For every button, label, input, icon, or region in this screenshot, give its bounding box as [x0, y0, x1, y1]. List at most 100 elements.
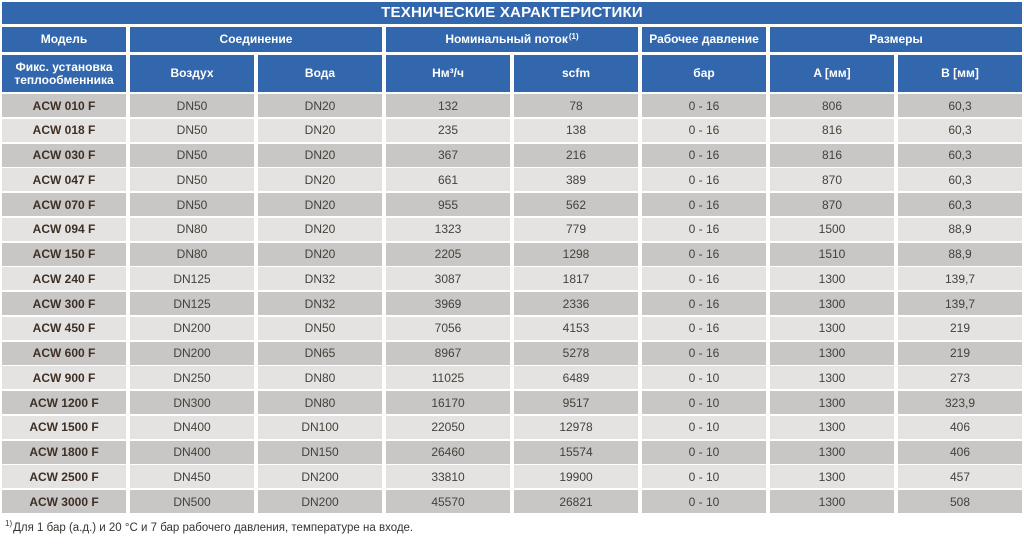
model-cell: ACW 240 F [2, 267, 126, 291]
value-cell: 0 - 10 [642, 465, 766, 489]
value-cell: 5278 [514, 341, 638, 365]
value-cell: DN50 [130, 168, 254, 192]
value-cell: 8967 [386, 341, 510, 365]
value-cell: 0 - 16 [642, 316, 766, 340]
value-cell: DN20 [258, 168, 382, 192]
value-cell: 60,3 [898, 94, 1022, 117]
value-cell: 60,3 [898, 118, 1022, 142]
header-group-cell: Модель [2, 27, 126, 52]
model-cell: ACW 1800 F [2, 440, 126, 464]
value-cell: 1300 [770, 341, 894, 365]
value-cell: DN80 [258, 366, 382, 390]
value-cell: 0 - 16 [642, 143, 766, 167]
value-cell: 3087 [386, 267, 510, 291]
value-cell: 22050 [386, 415, 510, 439]
value-cell: 0 - 16 [642, 292, 766, 315]
model-cell: ACW 150 F [2, 242, 126, 266]
header-group-cell: Номинальный поток (1) [386, 27, 638, 52]
value-cell: 6489 [514, 366, 638, 390]
value-cell: DN20 [258, 118, 382, 142]
value-cell: 9517 [514, 391, 638, 414]
value-cell: 26821 [514, 490, 638, 513]
value-cell: 19900 [514, 465, 638, 489]
value-cell: DN32 [258, 292, 382, 315]
value-cell: 219 [898, 341, 1022, 365]
value-cell: DN300 [130, 391, 254, 414]
value-cell: 1300 [770, 292, 894, 315]
table-row: ACW 900 F DN250 DN80 11025 6489 0 - 10 1300 273 [2, 366, 1022, 390]
value-cell: 88,9 [898, 242, 1022, 266]
value-cell: 45570 [386, 490, 510, 513]
value-cell: DN200 [130, 341, 254, 365]
value-cell: DN400 [130, 440, 254, 464]
value-cell: 60,3 [898, 193, 1022, 216]
value-cell: DN80 [130, 242, 254, 266]
model-cell: ACW 300 F [2, 292, 126, 315]
model-cell: ACW 600 F [2, 341, 126, 365]
value-cell: 3969 [386, 292, 510, 315]
header-group-cell: Рабочее давление [642, 27, 766, 52]
table-row: ACW 300 F DN125 DN32 3969 2336 0 - 16 1300 139,… [2, 292, 1022, 315]
value-cell: DN20 [258, 193, 382, 216]
value-cell: DN200 [258, 490, 382, 513]
value-cell: 389 [514, 168, 638, 192]
value-cell: 16170 [386, 391, 510, 414]
value-cell: DN125 [130, 292, 254, 315]
header-column-cell: Фикс. установка теплообменника [2, 55, 126, 92]
value-cell: DN65 [258, 341, 382, 365]
value-cell: 1300 [770, 415, 894, 439]
value-cell: 216 [514, 143, 638, 167]
value-cell: DN50 [130, 118, 254, 142]
table-row: ACW 030 F DN50 DN20 367 216 0 - 16 816 60,3 [2, 143, 1022, 167]
table-title: ТЕХНИЧЕСКИЕ ХАРАКТЕРИСТИКИ [2, 2, 1022, 24]
value-cell: 0 - 16 [642, 217, 766, 241]
value-cell: 1298 [514, 242, 638, 266]
value-cell: DN20 [258, 242, 382, 266]
value-cell: 0 - 16 [642, 168, 766, 192]
value-cell: 1510 [770, 242, 894, 266]
value-cell: 562 [514, 193, 638, 216]
value-cell: DN20 [258, 143, 382, 167]
value-cell: DN500 [130, 490, 254, 513]
model-cell: ACW 2500 F [2, 465, 126, 489]
value-cell: 367 [386, 143, 510, 167]
value-cell: DN100 [258, 415, 382, 439]
value-cell: 235 [386, 118, 510, 142]
value-cell: 138 [514, 118, 638, 142]
value-cell: 1300 [770, 490, 894, 513]
table-row: ACW 240 F DN125 DN32 3087 1817 0 - 16 1300 139,… [2, 267, 1022, 291]
header-column-cell: scfm [514, 55, 638, 92]
value-cell: 0 - 16 [642, 118, 766, 142]
value-cell: 88,9 [898, 217, 1022, 241]
model-cell: ACW 900 F [2, 366, 126, 390]
value-cell: DN150 [258, 440, 382, 464]
value-cell: 139,7 [898, 267, 1022, 291]
value-cell: 1323 [386, 217, 510, 241]
value-cell: 870 [770, 168, 894, 192]
value-cell: DN80 [130, 217, 254, 241]
value-cell: DN125 [130, 267, 254, 291]
model-cell: ACW 3000 F [2, 490, 126, 513]
value-cell: DN80 [258, 391, 382, 414]
table-row: ACW 094 F DN80 DN20 1323 779 0 - 16 1500 88,9 [2, 217, 1022, 241]
value-cell: 11025 [386, 366, 510, 390]
header-group-cell: Размеры [770, 27, 1022, 52]
value-cell: DN50 [258, 316, 382, 340]
value-cell: 0 - 16 [642, 94, 766, 117]
value-cell: 955 [386, 193, 510, 216]
table-row: ACW 1500 F DN400 DN100 22050 12978 0 - 10 1300… [2, 415, 1022, 439]
value-cell: DN450 [130, 465, 254, 489]
header-column-cell: Нм³/ч [386, 55, 510, 92]
value-cell: 219 [898, 316, 1022, 340]
value-cell: 0 - 10 [642, 391, 766, 414]
value-cell: 4153 [514, 316, 638, 340]
model-cell: ACW 450 F [2, 316, 126, 340]
value-cell: DN32 [258, 267, 382, 291]
value-cell: 60,3 [898, 168, 1022, 192]
header-groups-row: Модель Соединение Номинальный поток (1) Рабо… [2, 27, 1022, 52]
table-row: ACW 047 F DN50 DN20 661 389 0 - 16 870 60,3 [2, 168, 1022, 192]
value-cell: 60,3 [898, 143, 1022, 167]
value-cell: 0 - 16 [642, 242, 766, 266]
header-columns-row: Фикс. установка теплообменника Воздух Вода… [2, 55, 1022, 92]
header-column-cell: бар [642, 55, 766, 92]
